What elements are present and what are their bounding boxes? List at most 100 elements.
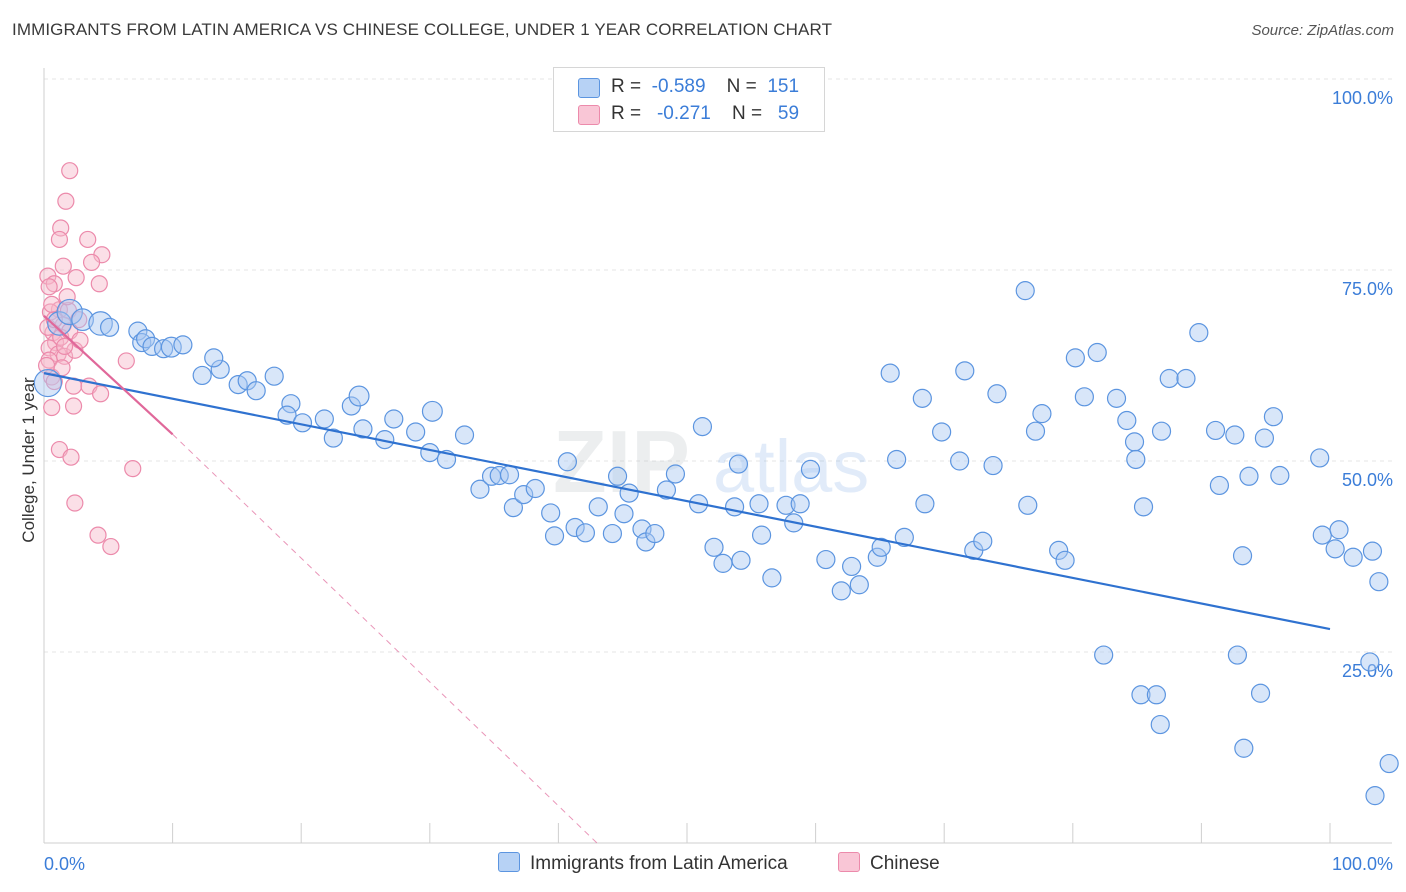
trend-line-chinese xyxy=(43,315,174,436)
data-point-latin-america xyxy=(1225,425,1245,445)
legend-swatch-pink xyxy=(578,105,600,125)
axis-layer: 25.0%50.0%75.0%100.0%0.0% 100.0% xyxy=(43,68,1393,874)
data-point-chinese xyxy=(66,494,84,512)
data-point-latin-america xyxy=(849,575,869,595)
data-point-latin-america xyxy=(353,419,373,439)
data-point-latin-america xyxy=(880,363,900,383)
data-point-latin-america xyxy=(1310,448,1330,468)
data-point-latin-america xyxy=(454,425,475,445)
data-point-latin-america xyxy=(1263,407,1284,427)
data-point-latin-america xyxy=(1150,714,1170,735)
data-point-latin-america xyxy=(955,361,975,381)
data-point-latin-america xyxy=(619,483,639,503)
data-point-latin-america xyxy=(71,308,94,332)
data-point-latin-america xyxy=(950,451,970,471)
data-point-latin-america xyxy=(1239,466,1259,486)
bottom-legend-label: Immigrants from Latin America xyxy=(530,853,788,874)
data-point-chinese xyxy=(40,278,58,296)
bottom-legend-swatch-blue xyxy=(498,852,520,872)
data-point-latin-america xyxy=(1234,738,1254,758)
data-point-latin-america xyxy=(204,348,224,368)
data-point-latin-america xyxy=(132,332,152,353)
data-point-latin-america xyxy=(973,531,993,551)
data-point-latin-america xyxy=(160,336,182,358)
x-tick-label: 100.0% xyxy=(1332,854,1393,874)
data-point-latin-america xyxy=(173,335,193,355)
data-point-latin-america xyxy=(983,455,1003,476)
data-point-latin-america xyxy=(1133,497,1154,517)
data-point-latin-america xyxy=(932,422,952,442)
data-point-latin-america xyxy=(762,568,782,588)
data-point-latin-america xyxy=(565,517,585,538)
legend-swatch-blue xyxy=(578,78,600,98)
data-point-latin-america xyxy=(384,409,404,429)
correlation-legend: R = -0.589 N = 151 R = -0.271 N = 59 xyxy=(553,67,825,132)
data-point-chinese xyxy=(45,275,63,293)
data-point-latin-america xyxy=(607,466,628,486)
data-point-latin-america xyxy=(751,525,772,545)
data-point-latin-america xyxy=(1362,541,1383,561)
data-point-latin-america xyxy=(1209,475,1230,496)
x-tick-label: 0.0% xyxy=(44,854,85,874)
data-point-latin-america xyxy=(692,417,713,437)
data-point-latin-america xyxy=(192,365,212,386)
data-point-latin-america xyxy=(1151,421,1172,441)
data-point-latin-america xyxy=(665,464,686,484)
data-point-latin-america xyxy=(1032,404,1052,424)
bottom-legend-label: Chinese xyxy=(870,853,940,874)
data-point-latin-america xyxy=(1176,368,1196,389)
legend-row-chinese: R = -0.271 N = 59 xyxy=(578,103,799,191)
data-point-chinese xyxy=(61,162,79,180)
data-point-latin-america xyxy=(894,527,914,548)
chart-title: IMMIGRANTS FROM LATIN AMERICA VS CHINESE… xyxy=(12,20,833,39)
data-point-latin-america xyxy=(1365,786,1385,806)
data-point-latin-america xyxy=(887,449,907,470)
data-point-latin-america xyxy=(1369,572,1389,592)
data-point-latin-america xyxy=(1325,539,1345,559)
data-point-latin-america xyxy=(56,298,83,326)
source-label: Source: ZipAtlas.com xyxy=(1251,22,1394,39)
data-point-latin-america xyxy=(489,465,509,486)
data-point-chinese xyxy=(55,337,74,355)
data-point-chinese xyxy=(82,253,101,271)
data-point-latin-america xyxy=(871,537,891,557)
data-point-latin-america xyxy=(842,556,862,577)
data-point-latin-america xyxy=(776,495,796,515)
data-point-latin-america xyxy=(499,465,520,485)
series-chinese-points xyxy=(37,162,142,556)
data-point-latin-america xyxy=(912,388,932,408)
data-point-latin-america xyxy=(1049,540,1069,560)
data-point-chinese xyxy=(50,230,69,249)
data-point-latin-america xyxy=(915,494,935,514)
data-point-latin-america xyxy=(153,339,174,359)
data-point-latin-america xyxy=(1270,465,1290,486)
data-point-latin-america xyxy=(1189,323,1209,343)
y-tick-label: 75.0% xyxy=(1342,279,1393,299)
legend-r-value: -0.271 xyxy=(656,103,711,124)
data-point-latin-america xyxy=(1343,547,1363,567)
y-axis-label: College, Under 1 year xyxy=(19,377,38,543)
data-point-latin-america xyxy=(99,317,120,337)
data-point-latin-america xyxy=(1124,432,1145,452)
bottom-legend-swatch-pink xyxy=(838,852,860,872)
data-point-chinese xyxy=(62,448,80,466)
data-point-latin-america xyxy=(246,381,266,401)
y-tick-label: 100.0% xyxy=(1332,88,1393,108)
data-point-latin-america xyxy=(728,454,749,474)
data-point-latin-america xyxy=(514,485,534,505)
data-point-latin-america xyxy=(867,547,887,567)
data-point-latin-america xyxy=(713,553,733,573)
data-point-latin-america xyxy=(406,422,426,442)
data-point-latin-america xyxy=(1025,421,1046,441)
data-point-chinese xyxy=(71,331,89,349)
data-point-chinese xyxy=(89,526,107,544)
data-point-chinese xyxy=(124,460,142,478)
data-point-latin-america xyxy=(1227,645,1248,665)
bottom-legend-latin-america: Immigrants from Latin America xyxy=(498,852,788,875)
data-point-latin-america xyxy=(1117,410,1137,431)
data-point-latin-america xyxy=(1015,281,1035,301)
data-point-latin-america xyxy=(749,494,769,514)
data-point-chinese xyxy=(43,398,61,417)
data-point-latin-america xyxy=(1055,550,1075,570)
